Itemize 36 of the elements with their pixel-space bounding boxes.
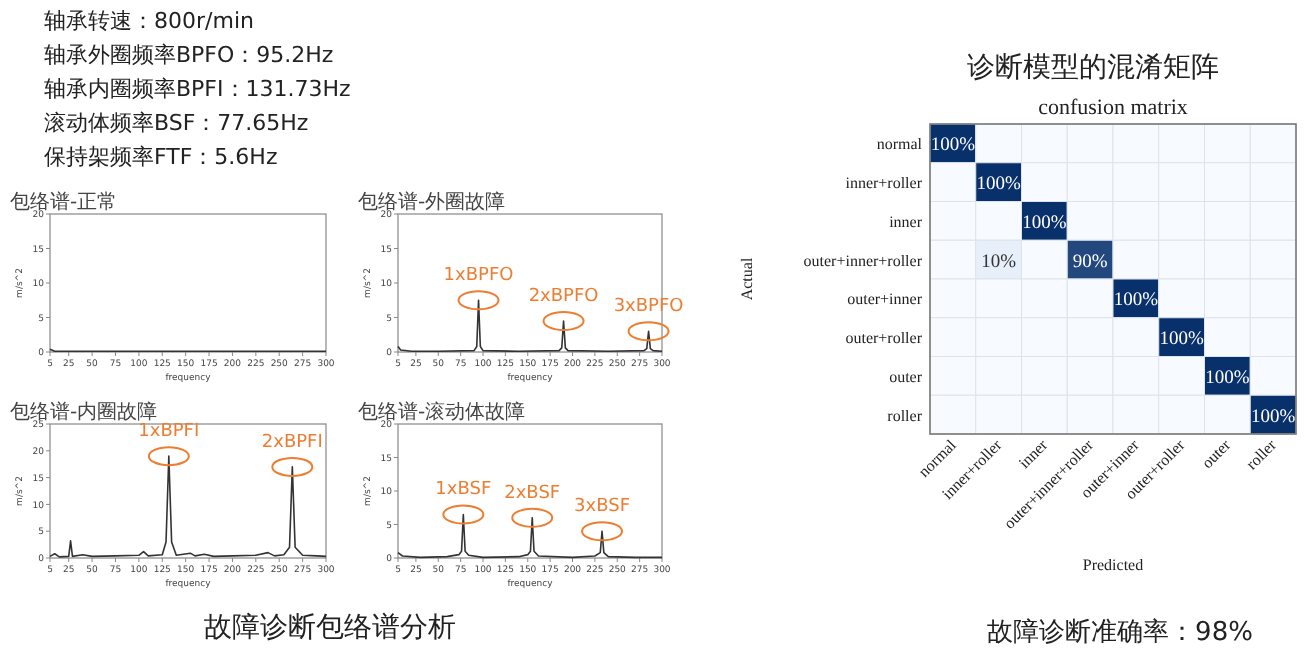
text: 滚动体频率BSF：77.65Hz [44,110,309,136]
data-label: 100% [930,136,976,157]
annotation: 2xBPFO [528,286,599,307]
y-tick-label: roller [887,406,923,425]
text: 故障诊断准确率：98% [987,616,1253,648]
annotation: 2xBSF [504,483,561,504]
y-tick-label: outer+roller [845,329,923,348]
chart-title: 诊断模型的混淆矩阵 [967,52,1219,84]
text: 轴承内圈频率BPFI：131.73Hz [44,76,352,102]
data-label: 90% [1072,252,1108,273]
x-axis-title: Predicted [1082,556,1144,574]
data-label: 100% [1250,407,1296,428]
text: 保持架频率FTF：5.6Hz [44,144,278,170]
y-tick-label: normal [876,135,924,154]
annotation: 3xBPFO [613,297,684,318]
y-axis-title: Actual [738,256,756,301]
annotation: 3xBSF [574,497,631,518]
data-label: 10% [981,252,1017,273]
y-tick-label: inner+roller [845,174,923,193]
text: 轴承转速：800r/min [44,8,254,34]
data-label: 100% [1205,368,1250,389]
y-tick-label: inner [889,212,923,231]
annotation: 1xBPFI [138,422,200,443]
x-tick-label: outer [1198,435,1235,473]
text: 轴承外圈频率BPFO：95.2Hz [44,42,334,68]
text: 故障诊断包络谱分析 [204,612,456,644]
y-tick-label: outer+inner+roller [803,251,923,270]
data-label: 100% [1022,213,1067,234]
chart-subtitle: confusion matrix [1038,96,1189,120]
data-label: 100% [1159,330,1204,351]
annotation: 1xBPFO [443,266,514,287]
data-label: 100% [1113,291,1159,312]
y-tick-label: outer+inner [847,290,923,309]
data-label: 100% [976,175,1021,196]
annotation: 1xBSF [435,480,492,501]
annotation: 2xBPFI [261,432,323,453]
